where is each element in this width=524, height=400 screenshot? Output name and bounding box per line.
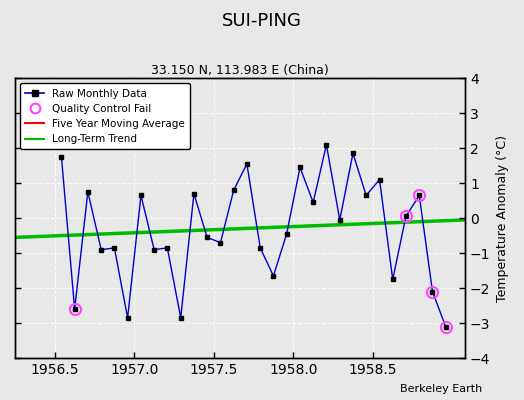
Text: SUI-PING: SUI-PING: [222, 12, 302, 30]
Y-axis label: Temperature Anomaly (°C): Temperature Anomaly (°C): [496, 135, 509, 302]
Title: 33.150 N, 113.983 E (China): 33.150 N, 113.983 E (China): [151, 64, 329, 77]
Text: Berkeley Earth: Berkeley Earth: [400, 384, 482, 394]
Legend: Raw Monthly Data, Quality Control Fail, Five Year Moving Average, Long-Term Tren: Raw Monthly Data, Quality Control Fail, …: [20, 83, 190, 150]
